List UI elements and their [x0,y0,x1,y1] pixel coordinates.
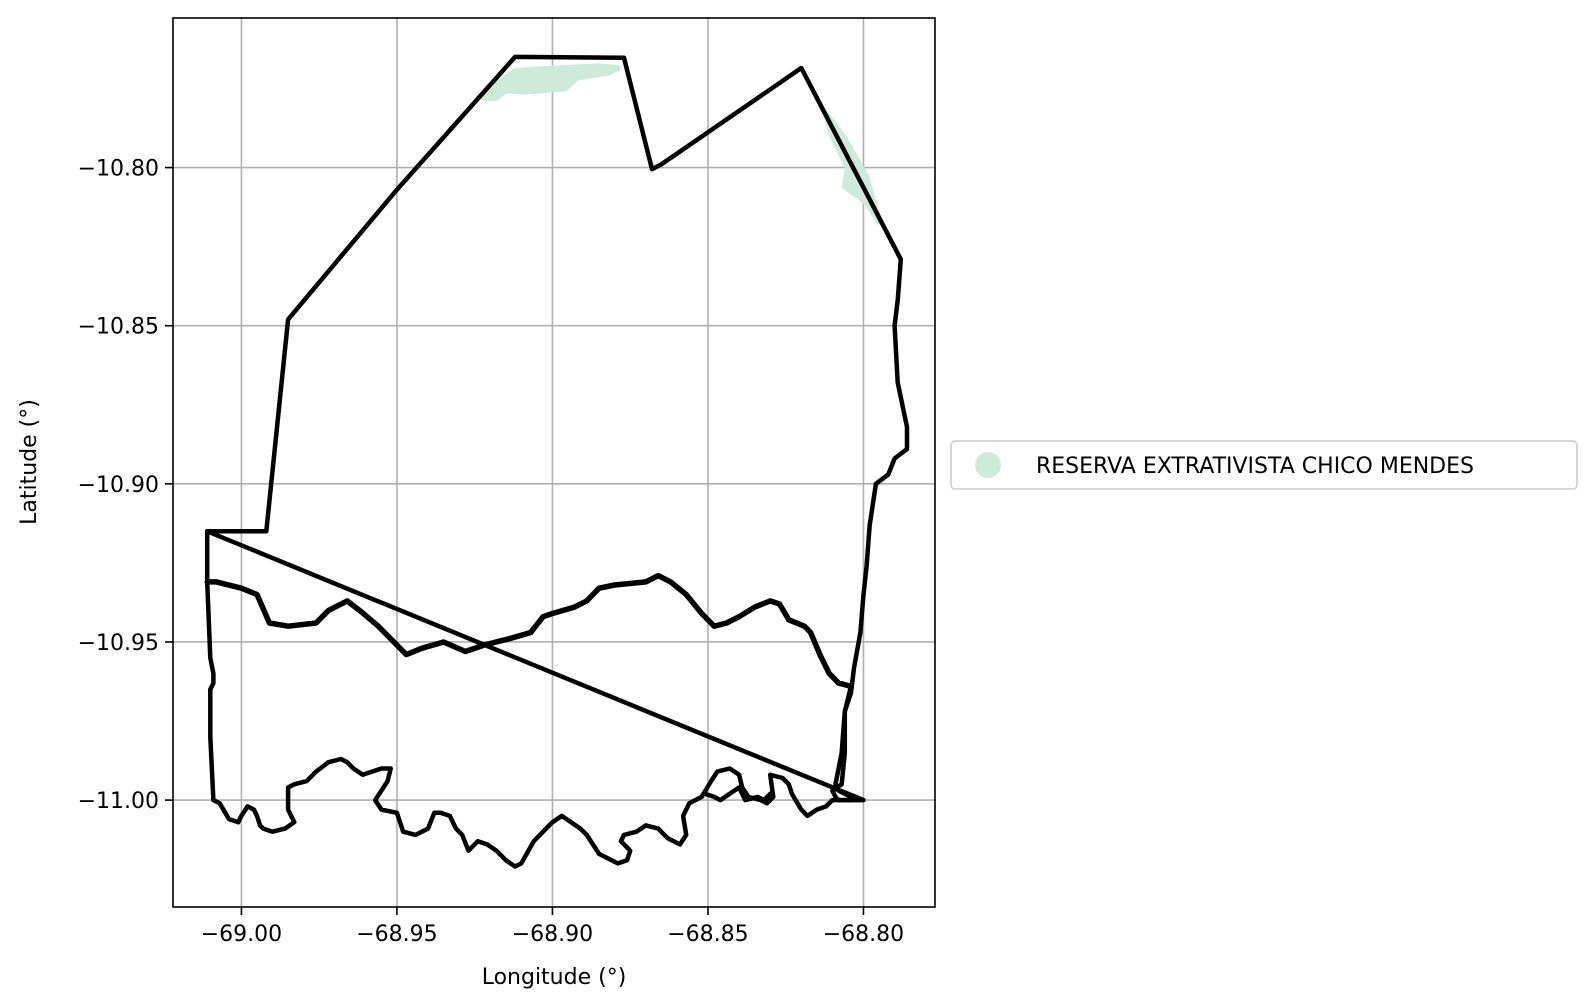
y-axis-ticks: −10.80 −10.85 −10.90 −10.95 −11.00 [78,157,173,814]
y-tick-label: −10.95 [78,631,159,656]
y-tick-label: −10.80 [78,157,159,182]
x-tick-label: −69.00 [201,922,282,947]
y-tick-label: −11.00 [78,789,159,814]
axes-frame [172,17,936,908]
y-axis-label: Latitude (°) [17,399,42,525]
grid-lines [173,18,935,907]
x-tick-label: −68.95 [356,922,437,947]
legend-marker [975,452,1001,478]
y-tick-label: −10.90 [78,473,159,498]
boundary-lines [204,54,910,869]
legend: RESERVA EXTRATIVISTA CHICO MENDES [950,440,1578,490]
y-tick-label: −10.85 [78,315,159,340]
x-axis-ticks: −69.00 −68.95 −68.90 −68.85 −68.80 [201,907,904,947]
boundary-river-bank-east-inner [702,785,773,803]
boundary-middle-to-bottom-east [833,684,860,803]
x-tick-label: −68.80 [823,922,904,947]
shaded-area-reserve-north [481,63,621,101]
x-tick-label: −68.90 [512,922,593,947]
x-axis-label: Longitude (°) [482,965,627,990]
legend-box [950,440,1578,490]
boundary-middle-line [204,572,854,690]
x-tick-label: −68.85 [667,922,748,947]
boundary-river-bank-west [204,529,854,869]
legend-entry-label: RESERVA EXTRATIVISTA CHICO MENDES [1036,454,1474,479]
